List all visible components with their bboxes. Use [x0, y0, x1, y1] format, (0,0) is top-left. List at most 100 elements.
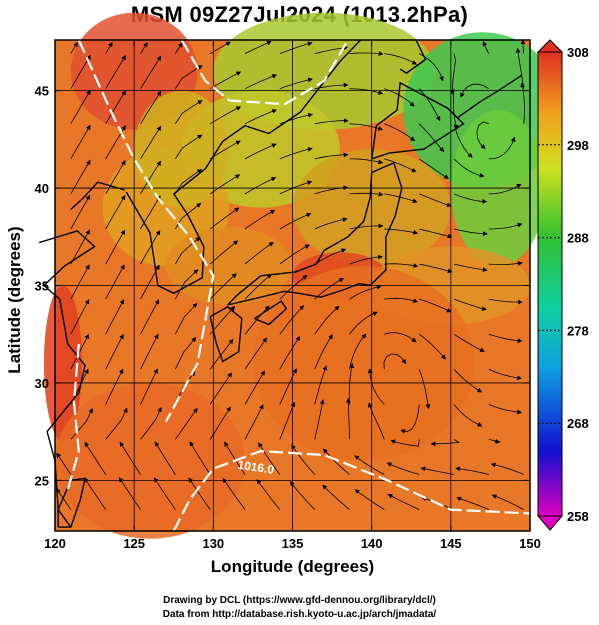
streamline — [453, 404, 483, 427]
colorbar-gradient — [537, 51, 563, 517]
streamline — [419, 193, 452, 208]
streamline — [140, 125, 162, 160]
streamline — [70, 368, 89, 405]
streamline — [244, 273, 272, 300]
y-axis-label: Latitude (degrees) — [5, 226, 24, 374]
x-tick-label: 120 — [44, 536, 66, 551]
streamline — [209, 71, 242, 90]
streamline — [279, 212, 312, 230]
streamline — [244, 143, 277, 160]
isobar-line — [180, 39, 349, 106]
streamline — [488, 261, 523, 266]
coastline — [399, 39, 427, 74]
streamline — [174, 100, 203, 125]
streamline — [453, 369, 483, 393]
streamline — [279, 335, 301, 370]
credit-drawing: Drawing by DCL (https://www.gfd-dennou.o… — [163, 595, 436, 606]
field-patch — [43, 285, 82, 442]
streamline — [491, 494, 524, 510]
streamline — [105, 41, 113, 54]
streamline — [174, 65, 203, 89]
streamline — [322, 484, 350, 510]
streamline — [70, 124, 91, 160]
streamline — [105, 264, 125, 300]
streamline — [174, 269, 199, 300]
coastline — [125, 140, 224, 295]
streamline — [345, 397, 351, 440]
streamline — [383, 353, 407, 370]
streamline — [314, 305, 340, 335]
streamline — [430, 439, 461, 447]
streamline — [453, 193, 488, 204]
streamline — [105, 55, 126, 89]
streamline — [314, 152, 349, 160]
y-tick-label: 35 — [35, 279, 49, 294]
streamline — [174, 336, 197, 370]
streamline — [456, 496, 489, 510]
streamline — [449, 53, 457, 95]
streamline — [384, 158, 417, 173]
streamline — [384, 123, 416, 142]
y-tick-label: 45 — [35, 84, 49, 99]
colorbar-tick-label: 298 — [567, 138, 589, 153]
x-tick-label: 135 — [282, 536, 304, 551]
streamline — [349, 284, 382, 300]
streamline — [244, 337, 268, 370]
streamline — [140, 299, 159, 335]
colorbar-tick-label: 288 — [567, 231, 589, 246]
streamline — [453, 298, 487, 311]
streamline — [349, 333, 367, 370]
streamline — [279, 180, 313, 195]
streamline — [70, 264, 90, 300]
field-patch — [165, 227, 293, 305]
streamline — [453, 123, 473, 158]
coastline — [70, 181, 125, 211]
streamline — [418, 88, 441, 122]
streamline — [244, 209, 276, 230]
streamline — [488, 298, 523, 305]
streamline — [490, 462, 524, 475]
y-axis-ticks: 25 30 35 40 45 — [35, 84, 530, 488]
streamline — [349, 311, 378, 335]
streamline — [314, 185, 349, 195]
streamline — [140, 333, 159, 370]
streamline — [279, 401, 296, 440]
streamline — [244, 40, 272, 54]
streamline — [453, 263, 488, 272]
coastline — [222, 39, 362, 142]
streamline — [140, 230, 161, 265]
streamline — [314, 248, 347, 265]
isobar-line — [66, 343, 80, 491]
streamline — [314, 365, 328, 405]
colorbar-tick-label: 308 — [567, 45, 589, 60]
streamline — [482, 41, 490, 54]
streamline — [387, 494, 420, 510]
x-axis-label: Longitude (degrees) — [210, 557, 375, 576]
field-patch — [252, 266, 475, 461]
streamline — [488, 222, 523, 230]
streamline — [488, 404, 523, 415]
streamline — [70, 54, 91, 89]
streamline — [279, 77, 313, 90]
isobar-label: 1016.0 — [237, 458, 276, 477]
streamline — [279, 305, 305, 335]
streamline — [244, 74, 278, 90]
streamline — [174, 407, 198, 440]
streamline — [322, 448, 350, 475]
streamline — [455, 466, 489, 475]
coastline — [456, 74, 523, 119]
wind-streamlines — [56, 39, 526, 510]
streamline — [354, 489, 385, 510]
streamline — [256, 479, 281, 510]
streamline — [314, 334, 333, 370]
streamline — [140, 195, 161, 230]
streamline — [279, 41, 313, 54]
streamline — [140, 90, 162, 125]
streamline — [209, 305, 236, 335]
streamline — [520, 82, 526, 124]
colorbar-top-cap — [536, 39, 564, 53]
y-tick-label: 30 — [35, 376, 49, 391]
streamline — [140, 55, 162, 89]
colorbar — [536, 39, 564, 531]
isobar-line — [77, 39, 215, 423]
